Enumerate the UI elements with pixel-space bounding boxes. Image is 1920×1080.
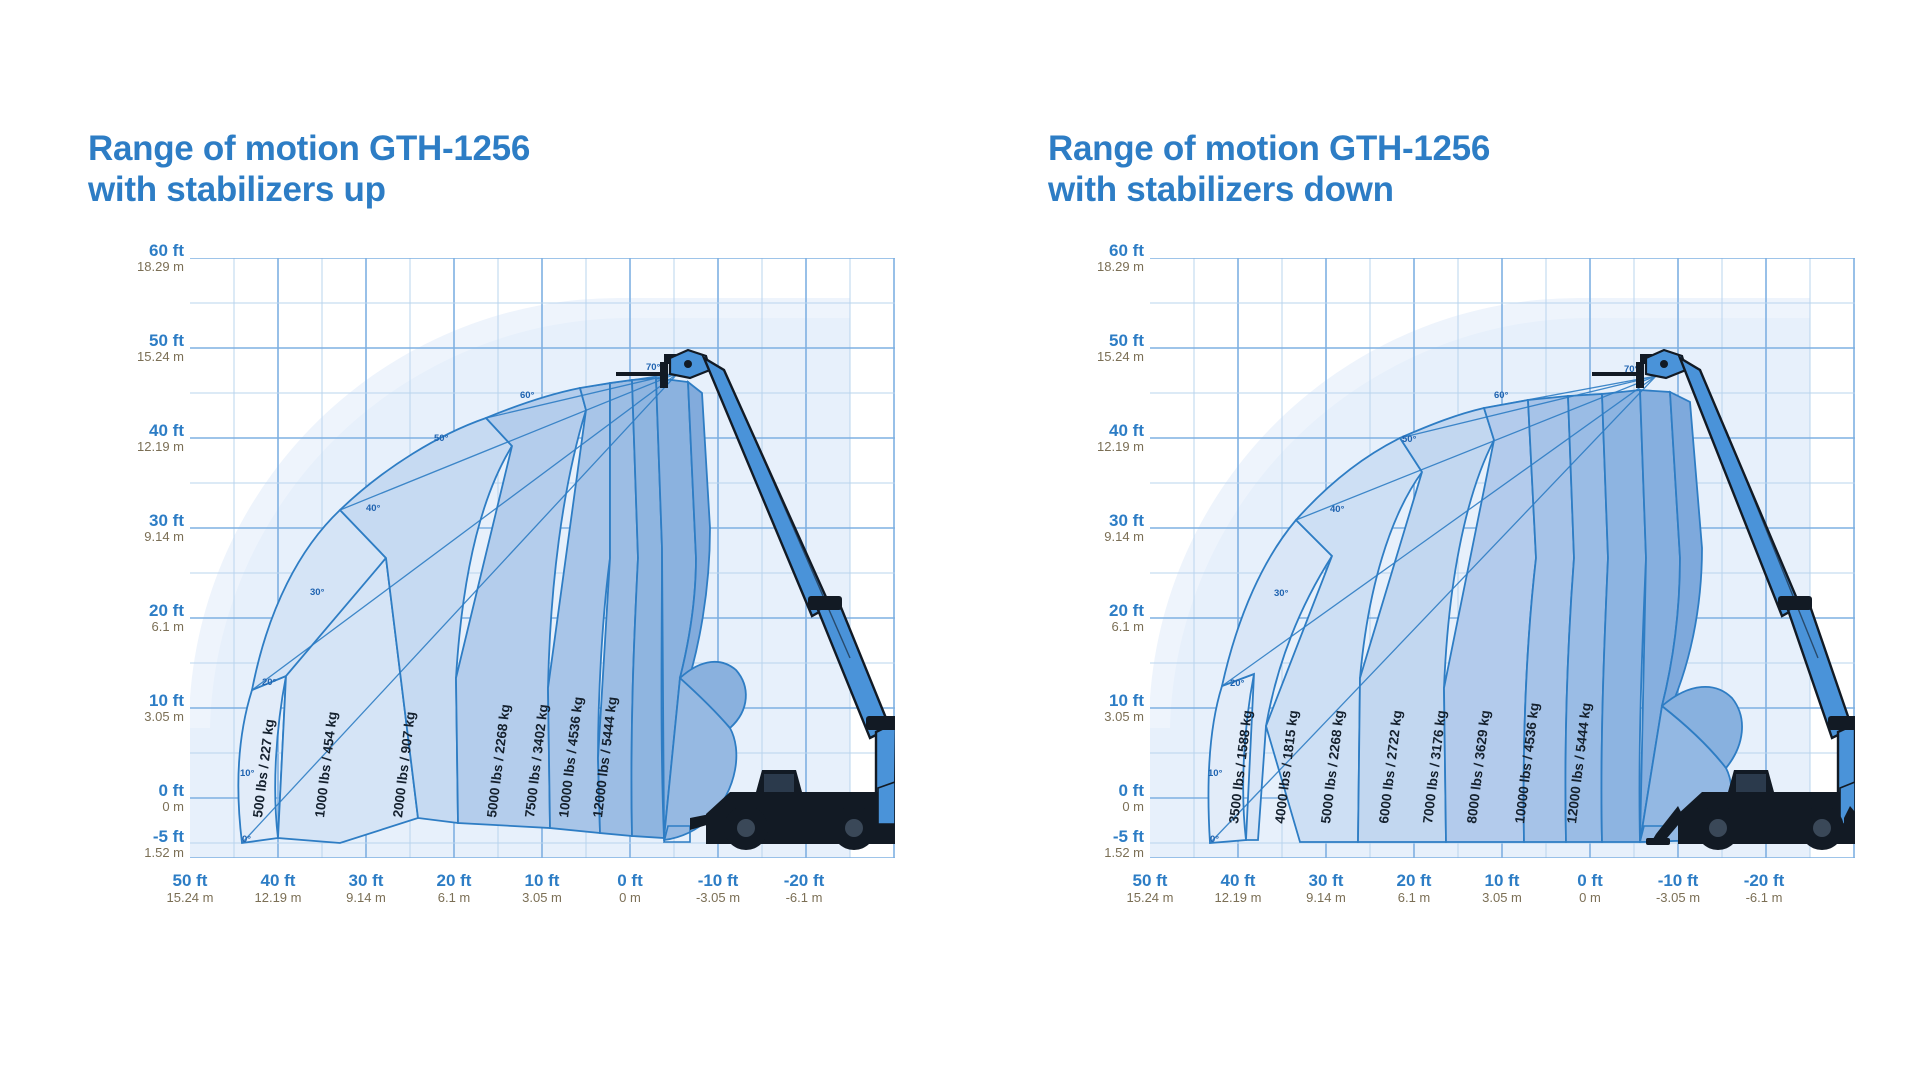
chart-panel-stabilizers-up: Range of motion GTH-1256 with stabilizer… [88, 128, 898, 970]
y-tick-60: 60 ft 18.29 m [137, 241, 184, 274]
y-tick-right-60: 60 ft 18.29 m [1097, 241, 1144, 274]
x-tick-minus20: -20 ft -6.1 m [783, 871, 825, 905]
y-tick-right-10: 10 ft 3.05 m [1104, 691, 1144, 724]
chart-title-line1: Range of motion GTH-1256 [88, 129, 531, 168]
y-tick-20: 20 ft 6.1 m [149, 601, 184, 634]
x-tick-minus10: -10 ft -3.05 m [695, 871, 741, 905]
chart-panel-stabilizers-down: Range of motion GTH-1256 with stabilizer… [960, 0, 1920, 1080]
telescopic-boom [701, 355, 895, 800]
x-axis-labels-left: 50 ft 15.24 m 40 ft 12.19 m 30 ft 9.14 m… [88, 871, 898, 932]
zone-4000lbs [1220, 518, 1334, 841]
plot-area-left: 60 ft 18.29 m 50 ft 15.24 m 40 ft 12.19 … [88, 242, 898, 970]
angle-label-0: 0° [242, 834, 251, 845]
angle-label-10: 10° [240, 768, 255, 779]
x-tick-right-minus20: -20 ft -6.1 m [1743, 871, 1785, 905]
fork-carriage-icon-right [1592, 348, 1688, 388]
range-of-motion-svg-left: 70° 60° 50° 40° 30° 20° 10° 0° -6.5° 500… [190, 258, 895, 858]
y-tick-40: 40 ft 12.19 m [137, 421, 184, 454]
y-axis-labels-left: 60 ft 18.29 m 50 ft 15.24 m 40 ft 12.19 … [88, 242, 185, 870]
y-tick-0: 0 ft 0 m [158, 781, 185, 814]
y-tick-right-50: 50 ft 15.24 m [1097, 331, 1144, 364]
y-tick-right-0: 0 ft 0 m [1118, 781, 1145, 814]
page-title-left: Range of motion GTH-1256 with stabilizer… [88, 128, 728, 211]
range-of-motion-svg-right: 70° 60° 50° 40° 30° 20° 10° 0° -6.5° 350… [1150, 258, 1855, 858]
machine-chassis [690, 770, 895, 850]
x-tick-20: 20 ft 6.1 m [436, 871, 472, 905]
capacity-envelope-left [237, 376, 747, 845]
telehandler-illustration-left [616, 348, 895, 850]
x-tick-right-minus10: -10 ft -3.05 m [1655, 871, 1701, 905]
x-tick-right-40: 40 ft 12.19 m [1214, 871, 1262, 905]
page-title-right: Range of motion GTH-1256 with stabilizer… [1048, 128, 1688, 211]
x-tick-right-20: 20 ft 6.1 m [1396, 871, 1432, 905]
angle-label-right-20: 20° [1230, 678, 1245, 689]
chart-title-right-line1: Range of motion GTH-1256 [1048, 129, 1491, 168]
boom-angle-lines-right [1209, 375, 1657, 844]
angle-label-40: 40° [366, 503, 381, 514]
angle-label-70: 70° [646, 362, 661, 373]
machine-chassis-right [1646, 770, 1855, 850]
angle-label-right-neg65: -6.5° [1178, 857, 1198, 858]
angle-label-right-30: 30° [1274, 588, 1289, 599]
x-tick-50: 50 ft 15.24 m [166, 871, 214, 905]
angle-label-right-10: 10° [1208, 768, 1223, 779]
angle-label-right-60: 60° [1494, 390, 1509, 401]
chart-title-line2: with stabilizers up [88, 170, 386, 210]
x-tick-right-0: 0 ft 0 m [1577, 871, 1603, 905]
zone-lobe-upper [678, 660, 747, 730]
plot-area-right: 60 ft 18.29 m 50 ft 15.24 m 40 ft 12.19 … [1048, 242, 1858, 970]
chart-canvas-right: 70° 60° 50° 40° 30° 20° 10° 0° -6.5° 350… [1150, 258, 1855, 858]
angle-label-right-0: 0° [1210, 834, 1219, 845]
angle-labels-right: 70° 60° 50° 40° 30° 20° 10° 0° -6.5° [1178, 364, 1639, 858]
x-tick-40: 40 ft 12.19 m [254, 871, 302, 905]
angle-labels-left: 70° 60° 50° 40° 30° 20° 10° 0° -6.5° [210, 362, 661, 858]
angle-label-right-50: 50° [1402, 434, 1417, 445]
telescopic-boom-right [1677, 355, 1855, 800]
angle-label-20: 20° [262, 677, 277, 688]
x-tick-0: 0 ft 0 m [617, 871, 643, 905]
x-axis-labels-right: 50 ft 15.24 m 40 ft 12.19 m 30 ft 9.14 m… [1048, 871, 1858, 932]
angle-label-30: 30° [310, 587, 325, 598]
x-tick-right-50: 50 ft 15.24 m [1126, 871, 1174, 905]
y-tick-right-30: 30 ft 9.14 m [1104, 511, 1144, 544]
capacity-envelope-right [1207, 389, 1743, 844]
y-tick-30: 30 ft 9.14 m [144, 511, 184, 544]
x-tick-right-30: 30 ft 9.14 m [1306, 871, 1346, 905]
y-tick-right-20: 20 ft 6.1 m [1109, 601, 1144, 634]
y-tick-50: 50 ft 15.24 m [137, 331, 184, 364]
stabilizer-legs-deployed [1646, 806, 1855, 845]
telehandler-illustration-right [1592, 348, 1855, 850]
x-tick-10: 10 ft 3.05 m [522, 871, 562, 905]
x-tick-30: 30 ft 9.14 m [346, 871, 386, 905]
angle-label-50: 50° [434, 433, 449, 444]
zone-lobe-upper-right [1660, 686, 1743, 770]
y-tick-minus5: -5 ft 1.52 m [144, 827, 184, 860]
chart-title-right-line2: with stabilizers down [1048, 170, 1394, 210]
y-axis-labels-right: 60 ft 18.29 m 50 ft 15.24 m 40 ft 12.19 … [1048, 242, 1145, 870]
x-tick-right-10: 10 ft 3.05 m [1482, 871, 1522, 905]
fork-carriage-icon [616, 348, 712, 388]
y-tick-right-minus5: -5 ft 1.52 m [1104, 827, 1144, 860]
zone-2000lbs [338, 416, 514, 825]
angle-label-60: 60° [520, 390, 535, 401]
angle-label-right-70: 70° [1624, 364, 1639, 375]
y-tick-10: 10 ft 3.05 m [144, 691, 184, 724]
angle-label-neg65: -6.5° [210, 857, 230, 858]
zone-12000lbs-r [1600, 389, 1647, 843]
chart-canvas-left: 70° 60° 50° 40° 30° 20° 10° 0° -6.5° 500… [190, 258, 895, 858]
angle-label-right-40: 40° [1330, 504, 1345, 515]
y-tick-right-40: 40 ft 12.19 m [1097, 421, 1144, 454]
